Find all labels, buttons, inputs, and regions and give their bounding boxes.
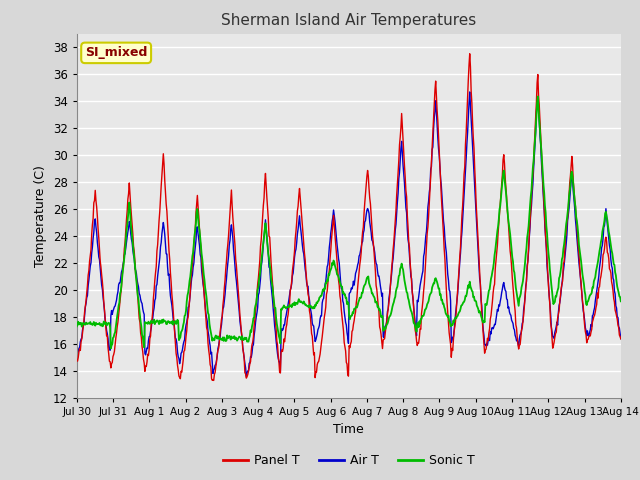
Panel T [73, 357, 81, 362]
Sonic T [406, 301, 413, 307]
Line: Air T: Air T [77, 92, 621, 376]
Air T [406, 252, 413, 258]
Air T [137, 297, 145, 302]
Panel T [264, 216, 272, 222]
Air T [264, 252, 272, 257]
Panel T [436, 167, 444, 173]
Panel T [617, 336, 625, 342]
Sonic T [285, 304, 292, 310]
Air T [617, 336, 625, 341]
Line: Sonic T: Sonic T [77, 96, 621, 348]
Air T [237, 324, 244, 330]
Panel T [466, 51, 474, 57]
Air T [436, 165, 444, 170]
Sonic T [264, 251, 272, 257]
Panel T [237, 328, 245, 334]
Sonic T [534, 94, 541, 99]
Title: Sherman Island Air Temperatures: Sherman Island Air Temperatures [221, 13, 476, 28]
Sonic T [73, 324, 81, 329]
Legend: Panel T, Air T, Sonic T: Panel T, Air T, Sonic T [218, 449, 479, 472]
Sonic T [138, 324, 145, 329]
Y-axis label: Temperature (C): Temperature (C) [34, 165, 47, 267]
Sonic T [237, 337, 245, 343]
Air T [243, 373, 250, 379]
Sonic T [107, 346, 115, 351]
Panel T [285, 304, 292, 310]
Air T [466, 89, 474, 95]
Air T [285, 297, 292, 303]
X-axis label: Time: Time [333, 423, 364, 436]
Panel T [137, 330, 145, 336]
Sonic T [436, 292, 444, 298]
Line: Panel T: Panel T [77, 54, 621, 381]
Panel T [210, 378, 218, 384]
Panel T [406, 245, 413, 251]
Air T [73, 347, 81, 353]
Text: SI_mixed: SI_mixed [85, 47, 147, 60]
Sonic T [617, 299, 625, 304]
